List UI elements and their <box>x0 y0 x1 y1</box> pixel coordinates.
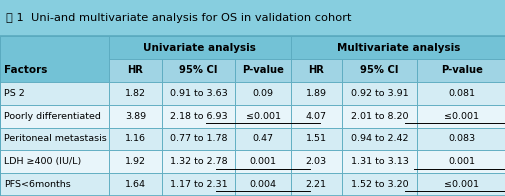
Bar <box>162 150 235 173</box>
Bar <box>235 173 290 196</box>
Bar <box>109 105 162 128</box>
Text: P-value: P-value <box>440 65 482 75</box>
Bar <box>109 128 162 150</box>
Bar <box>417 150 505 173</box>
Text: 0.081: 0.081 <box>447 89 474 98</box>
Bar <box>290 150 341 173</box>
Text: 1.32 to 2.78: 1.32 to 2.78 <box>170 157 227 166</box>
Text: Poorly differentiated: Poorly differentiated <box>4 112 100 121</box>
Text: 2.18 to 6.93: 2.18 to 6.93 <box>170 112 227 121</box>
Bar <box>0 82 109 105</box>
Bar <box>417 59 505 82</box>
Text: ≤0.001: ≤0.001 <box>443 180 478 189</box>
Text: 3.89: 3.89 <box>125 112 145 121</box>
Bar <box>290 59 341 82</box>
Text: 2.01 to 8.20: 2.01 to 8.20 <box>350 112 408 121</box>
Text: Factors: Factors <box>4 65 47 75</box>
Text: LDH ≥400 (IU/L): LDH ≥400 (IU/L) <box>4 157 81 166</box>
Text: 95% CI: 95% CI <box>360 65 398 75</box>
Text: 0.91 to 3.63: 0.91 to 3.63 <box>169 89 227 98</box>
Text: 0.09: 0.09 <box>252 89 273 98</box>
Text: 1.92: 1.92 <box>125 157 145 166</box>
Bar <box>162 173 235 196</box>
Bar <box>109 59 162 82</box>
Text: 2.03: 2.03 <box>305 157 326 166</box>
Text: 1.64: 1.64 <box>125 180 145 189</box>
Text: 0.77 to 1.78: 0.77 to 1.78 <box>170 134 227 143</box>
Text: 1.52 to 3.20: 1.52 to 3.20 <box>350 180 408 189</box>
Text: 95% CI: 95% CI <box>179 65 218 75</box>
Bar <box>0 173 109 196</box>
Bar <box>109 82 162 105</box>
Bar <box>235 82 290 105</box>
Text: 4.07: 4.07 <box>305 112 326 121</box>
Bar <box>417 173 505 196</box>
Bar <box>162 82 235 105</box>
Text: Multivariate analysis: Multivariate analysis <box>336 43 459 53</box>
Text: 1.51: 1.51 <box>305 134 326 143</box>
Text: 0.001: 0.001 <box>447 157 474 166</box>
Bar <box>290 36 505 59</box>
Text: P-value: P-value <box>242 65 283 75</box>
Text: ≤0.001: ≤0.001 <box>443 112 478 121</box>
Bar <box>290 128 341 150</box>
Text: 0.004: 0.004 <box>249 180 276 189</box>
Bar <box>0 150 109 173</box>
Bar <box>162 128 235 150</box>
Bar <box>162 59 235 82</box>
Text: 0.92 to 3.91: 0.92 to 3.91 <box>350 89 408 98</box>
Bar <box>235 150 290 173</box>
Text: 0.94 to 2.42: 0.94 to 2.42 <box>350 134 408 143</box>
Bar <box>341 150 417 173</box>
Text: PS 2: PS 2 <box>4 89 25 98</box>
Text: PFS<6months: PFS<6months <box>4 180 71 189</box>
Text: 表 1  Uni-and multivariate analysis for OS in validation cohort: 表 1 Uni-and multivariate analysis for OS… <box>6 13 351 23</box>
Text: 2.21: 2.21 <box>305 180 326 189</box>
Bar <box>235 105 290 128</box>
Bar <box>0 105 109 128</box>
Bar <box>341 173 417 196</box>
Text: 0.47: 0.47 <box>252 134 273 143</box>
Bar <box>290 82 341 105</box>
Bar <box>235 128 290 150</box>
Text: Univariate analysis: Univariate analysis <box>143 43 256 53</box>
Bar <box>109 173 162 196</box>
Bar <box>235 59 290 82</box>
Text: 0.083: 0.083 <box>447 134 474 143</box>
Text: HR: HR <box>308 65 324 75</box>
Bar <box>290 105 341 128</box>
Bar <box>417 128 505 150</box>
Text: 1.31 to 3.13: 1.31 to 3.13 <box>350 157 408 166</box>
Bar <box>290 173 341 196</box>
Text: 1.16: 1.16 <box>125 134 145 143</box>
Bar <box>417 105 505 128</box>
Bar <box>109 36 290 59</box>
Bar <box>341 105 417 128</box>
Bar <box>417 82 505 105</box>
Text: 1.89: 1.89 <box>305 89 326 98</box>
Bar <box>341 59 417 82</box>
Text: 1.17 to 2.31: 1.17 to 2.31 <box>170 180 227 189</box>
Bar <box>162 105 235 128</box>
Bar <box>109 150 162 173</box>
Text: Peritoneal metastasis: Peritoneal metastasis <box>4 134 107 143</box>
Bar <box>341 82 417 105</box>
Text: HR: HR <box>127 65 143 75</box>
Bar <box>341 128 417 150</box>
Bar <box>0 128 109 150</box>
Text: ≤0.001: ≤0.001 <box>245 112 280 121</box>
Text: 1.82: 1.82 <box>125 89 145 98</box>
Bar <box>0 36 109 82</box>
Text: 0.001: 0.001 <box>249 157 276 166</box>
